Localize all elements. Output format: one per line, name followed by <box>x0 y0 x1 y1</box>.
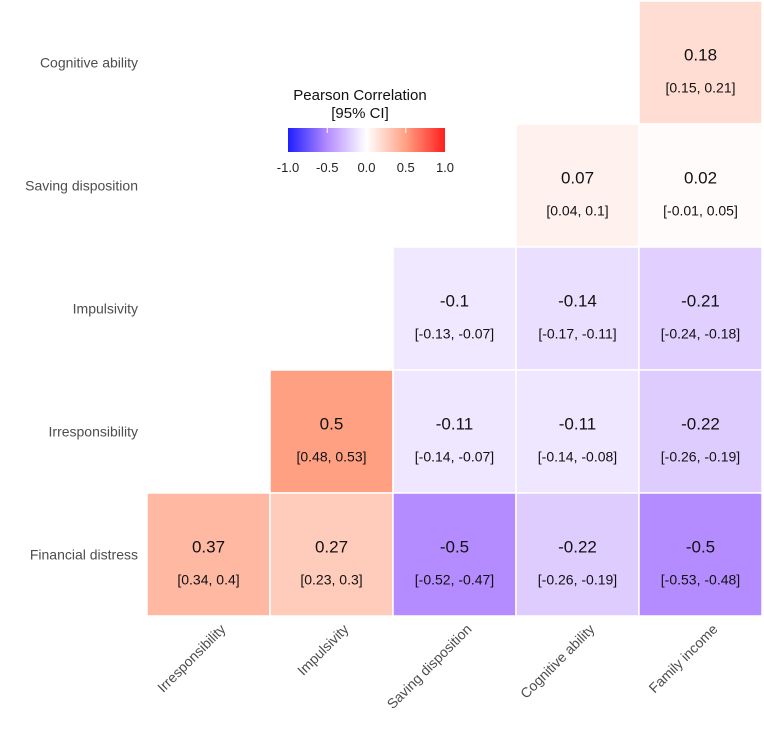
cell-fill <box>515 492 640 617</box>
cell-fill <box>515 246 640 371</box>
legend-title: Pearson Correlation <box>293 87 426 104</box>
color-legend: Pearson Correlation [95% CI] -1.0 -0.5 0.0… <box>277 87 454 175</box>
y-tick-label: Cognitive ability <box>40 55 138 71</box>
cell-fill <box>392 246 517 371</box>
cell-value: -0.5 <box>440 538 469 557</box>
legend-tick-label: 1.0 <box>436 160 454 175</box>
cell-value: 0.02 <box>684 169 717 188</box>
cell-ci: [-0.26, -0.19] <box>538 572 617 588</box>
x-tick-label: Family income <box>645 621 720 696</box>
cell-ci: [-0.13, -0.07] <box>415 326 494 342</box>
cell-fill <box>515 123 640 248</box>
cell-fill <box>392 492 517 617</box>
heatmap-cell: 0.27 [0.23, 0.3] <box>269 492 394 617</box>
cell-ci: [-0.24, -0.18] <box>661 326 740 342</box>
x-tick-label: Impulsivity <box>294 621 352 679</box>
cell-value: 0.37 <box>192 538 225 557</box>
cell-ci: [0.04, 0.1] <box>546 203 608 219</box>
x-tick-label: Saving disposition <box>384 621 475 712</box>
cell-fill <box>269 492 394 617</box>
cell-ci: [-0.14, -0.07] <box>415 449 494 465</box>
y-tick-label: Irresponsibility <box>49 424 138 440</box>
legend-tick-label: 0.5 <box>397 160 415 175</box>
cell-value: -0.22 <box>681 415 720 434</box>
cell-ci: [0.48, 0.53] <box>296 449 366 465</box>
y-tick-label: Impulsivity <box>73 301 138 317</box>
heatmap-cell: -0.5 [-0.53, -0.48] <box>638 492 763 617</box>
heatmap-cell: -0.1 [-0.13, -0.07] <box>392 246 517 371</box>
cell-value: 0.18 <box>684 46 717 65</box>
x-tick-label: Irresponsibility <box>154 621 229 696</box>
cell-ci: [-0.52, -0.47] <box>415 572 494 588</box>
heatmap-cell: -0.5 [-0.52, -0.47] <box>392 492 517 617</box>
heatmap-cell: 0.02 [-0.01, 0.05] <box>638 123 763 248</box>
legend-tick-label: -0.5 <box>316 160 338 175</box>
y-tick-label: Financial distress <box>30 547 138 563</box>
heatmap-cell: -0.22 [-0.26, -0.19] <box>515 492 640 617</box>
heatmap-cell: -0.11 [-0.14, -0.08] <box>515 369 640 494</box>
cell-value: -0.21 <box>681 292 720 311</box>
cell-value: -0.1 <box>440 292 469 311</box>
cell-fill <box>392 369 517 494</box>
heatmap-cell: -0.11 [-0.14, -0.07] <box>392 369 517 494</box>
cell-value: -0.22 <box>558 538 597 557</box>
x-tick-label: Cognitive ability <box>517 621 598 702</box>
heatmap-cell: 0.5 [0.48, 0.53] <box>269 369 394 494</box>
heatmap-cell: -0.14 [-0.17, -0.11] <box>515 246 640 371</box>
cell-ci: [-0.14, -0.08] <box>538 449 617 465</box>
cell-value: 0.5 <box>320 415 344 434</box>
cell-ci: [0.15, 0.21] <box>665 80 735 96</box>
cell-value: -0.11 <box>436 415 474 434</box>
legend-tick-label: 0.0 <box>357 160 375 175</box>
heatmap-cell: -0.22 [-0.26, -0.19] <box>638 369 763 494</box>
cell-ci: [-0.01, 0.05] <box>663 203 738 219</box>
heatmap-cell: -0.21 [-0.24, -0.18] <box>638 246 763 371</box>
cell-value: -0.11 <box>559 415 597 434</box>
cell-fill <box>638 369 763 494</box>
heatmap-cell: 0.37 [0.34, 0.4] <box>146 492 271 617</box>
cell-fill <box>638 246 763 371</box>
legend-tick-label: -1.0 <box>277 160 299 175</box>
cell-fill <box>638 0 763 125</box>
legend-subtitle: [95% CI] <box>331 105 389 122</box>
cell-value: -0.5 <box>686 538 715 557</box>
cell-value: 0.27 <box>315 538 348 557</box>
cell-value: -0.14 <box>558 292 597 311</box>
cell-ci: [0.34, 0.4] <box>177 572 239 588</box>
cell-ci: [-0.53, -0.48] <box>661 572 740 588</box>
cell-ci: [0.23, 0.3] <box>300 572 362 588</box>
y-tick-label: Saving disposition <box>25 178 138 194</box>
cell-ci: [-0.17, -0.11] <box>538 326 616 342</box>
cell-fill <box>638 492 763 617</box>
cell-value: 0.07 <box>561 169 594 188</box>
heatmap-cell: 0.07 [0.04, 0.1] <box>515 123 640 248</box>
cell-ci: [-0.26, -0.19] <box>661 449 740 465</box>
heatmap-cell: 0.18 [0.15, 0.21] <box>638 0 763 125</box>
cell-fill <box>638 123 763 248</box>
